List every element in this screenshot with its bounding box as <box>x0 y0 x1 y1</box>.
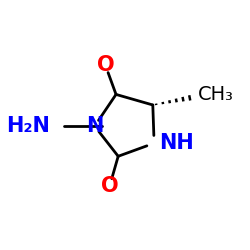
Text: H₂N: H₂N <box>6 116 51 136</box>
Text: N: N <box>86 116 103 136</box>
Text: NH: NH <box>160 133 194 153</box>
Text: O: O <box>96 55 114 75</box>
Text: CH₃: CH₃ <box>198 85 234 104</box>
Text: O: O <box>101 176 118 196</box>
